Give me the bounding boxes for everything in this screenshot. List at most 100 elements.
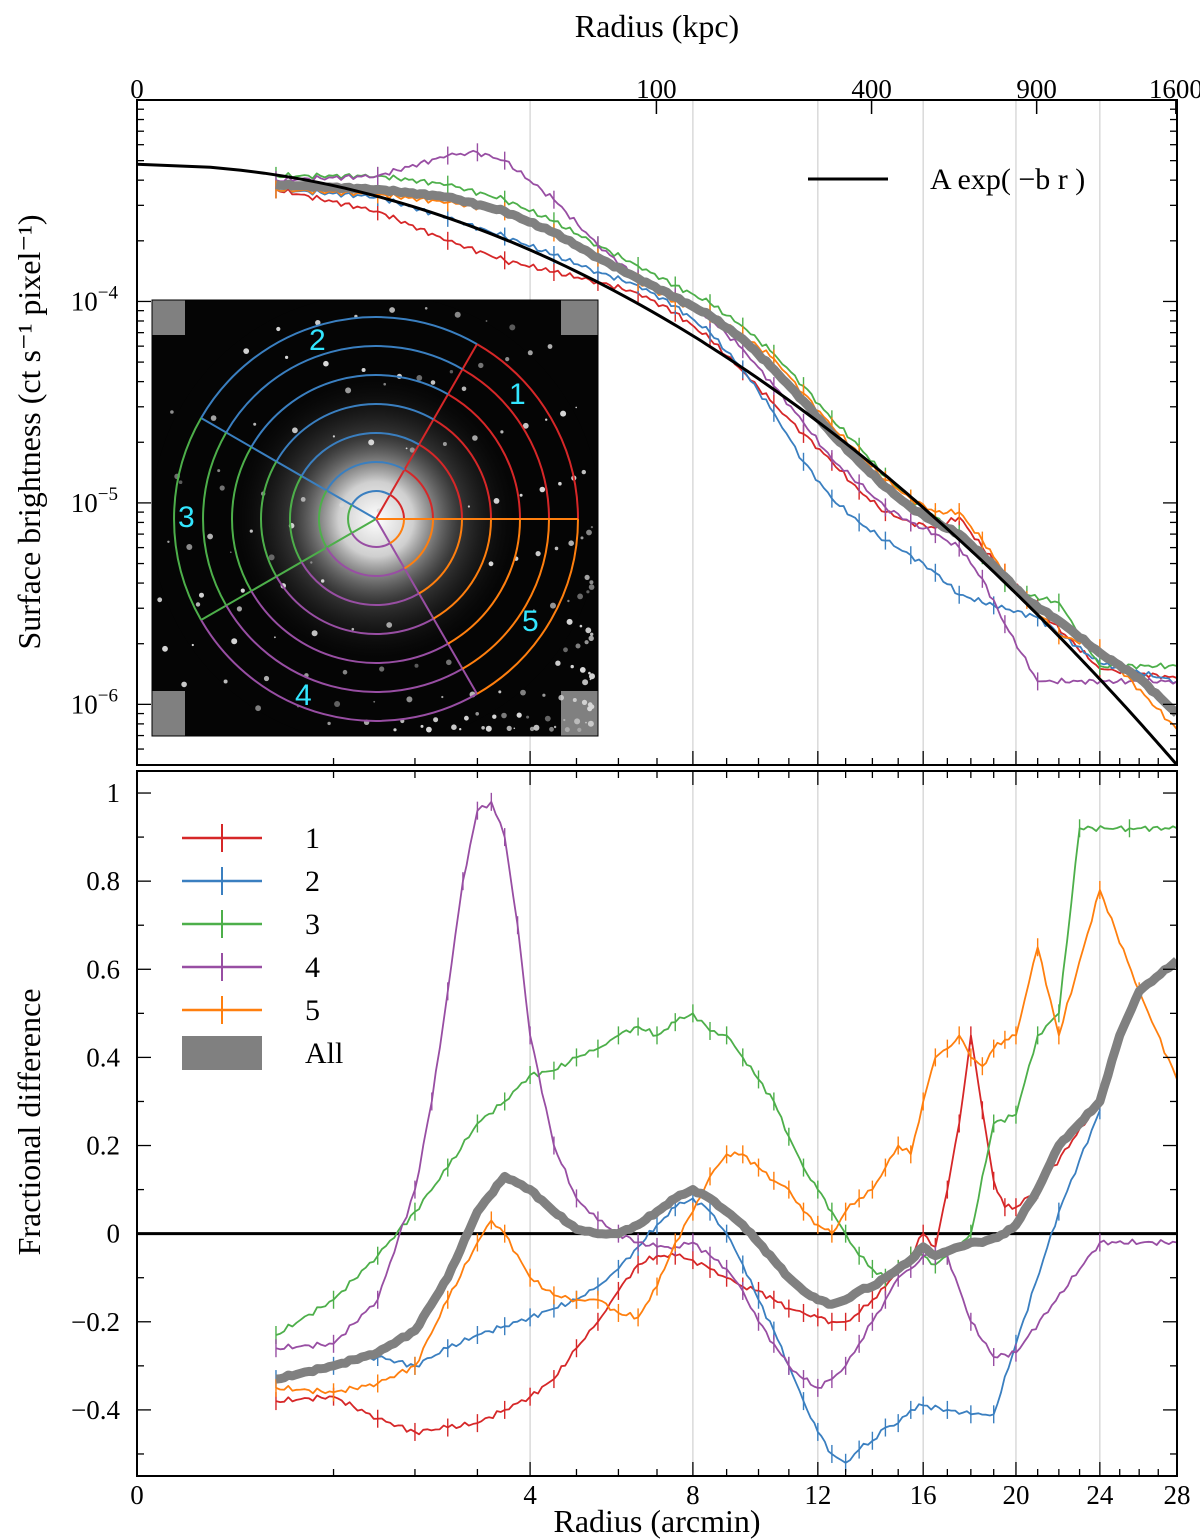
point-source [332,435,335,438]
bottom-panel-ticks [137,771,1178,1476]
point-source [263,675,270,682]
point-source [539,486,546,493]
point-source [276,326,281,332]
arcmin-tick-label: 16 [910,1480,937,1510]
point-source [178,480,183,485]
point-source [292,427,298,434]
point-source [585,627,592,634]
point-source [589,673,595,680]
sector-label-5: 5 [522,605,539,638]
kpc-tick-label: 0 [130,74,144,104]
point-source [585,721,587,724]
arcmin-tick-label: 28 [1164,1480,1191,1510]
sector-5-arc [418,518,463,595]
point-source [454,311,461,318]
point-source [563,647,568,653]
point-source [519,493,523,497]
point-source [461,386,467,392]
point-source [588,635,594,641]
top-series-all [275,179,1177,717]
point-source [558,481,562,486]
point-source [207,533,214,540]
point-source [505,357,510,362]
point-source [170,410,174,414]
point-source [409,447,415,453]
sector-label-1: 1 [509,378,526,411]
point-source [481,726,485,730]
sector-map-inset: 1 2 3 4 5 [152,300,598,736]
point-source [373,700,376,703]
top-plot-area [137,143,1177,765]
point-source [342,669,348,675]
sector-2-arc [250,374,449,448]
point-source [253,422,257,426]
sector-3-arc [202,432,228,606]
sector-5-arc [476,518,579,695]
legend-label-5: 5 [305,994,320,1027]
bottom-series-all [275,957,1177,1384]
point-source [181,681,187,688]
point-source [199,592,204,598]
sector-4-arc [275,575,434,636]
point-source [405,447,408,450]
sector-2-arc [300,431,420,477]
bottom-series-1 [275,1034,1101,1436]
point-source [441,695,444,699]
point-source [217,469,221,473]
point-source [554,546,559,551]
point-source [485,320,488,322]
point-source [590,632,594,636]
sector-annuli [173,316,579,722]
exponential-model-curve [137,162,1177,765]
sector-5-arc [432,518,492,620]
sector-1-arc [447,393,521,520]
arcmin-axis-title: Radius (arcmin) [553,1503,760,1539]
point-source [219,485,225,491]
point-source [430,380,436,385]
arcmin-tick-label: 0 [130,1480,144,1510]
point-source [572,698,577,702]
point-source [274,636,276,639]
bottom-series-5 [275,889,1177,1395]
point-source [249,529,253,533]
inset-point-sources [157,307,595,733]
kpc-tick-label: 900 [1016,74,1057,104]
point-source [414,663,419,668]
point-source [383,382,387,386]
point-source [568,540,574,546]
point-source [577,593,583,600]
point-source [345,387,352,394]
kpc-axis-title: Radius (kpc) [575,8,739,44]
point-source [492,714,497,719]
point-source [522,422,529,429]
sector-4-edge [375,518,478,695]
kpc-tick-labels: 0 100 400 900 1600 [130,74,1200,104]
sector-1-arc [432,418,492,520]
kpc-tick-label: 1600 [1149,74,1200,104]
point-source [493,498,500,504]
point-source [449,370,454,374]
point-source [451,724,457,730]
sector-label-3: 3 [178,501,195,534]
point-source [195,602,201,607]
legend-label-all: All [305,1037,343,1070]
sector-3-arc [317,490,328,548]
sector-2-arc [275,402,434,463]
point-source [587,720,594,727]
point-source [236,606,242,612]
point-source [386,622,393,628]
point-source [586,529,592,536]
point-source [191,643,194,647]
point-source [579,624,583,628]
point-source [584,640,589,645]
sector-4-arc [250,590,449,664]
sector-3-arc [347,504,353,534]
sector-3-arc [231,446,253,592]
fraction-tick-label: 0.6 [86,954,120,984]
brightness-axis-title: Surface brightness (ct s⁻¹ pixel⁻¹) [11,214,47,649]
sector-2-arc [325,460,405,491]
bottom-series-4 [275,800,1177,1389]
point-source [310,561,313,564]
fractional-difference-panel: 0 4 8 12 16 20 24 28 −0.4−0.200.20.40.60.81 Rad… [11,770,1191,1539]
